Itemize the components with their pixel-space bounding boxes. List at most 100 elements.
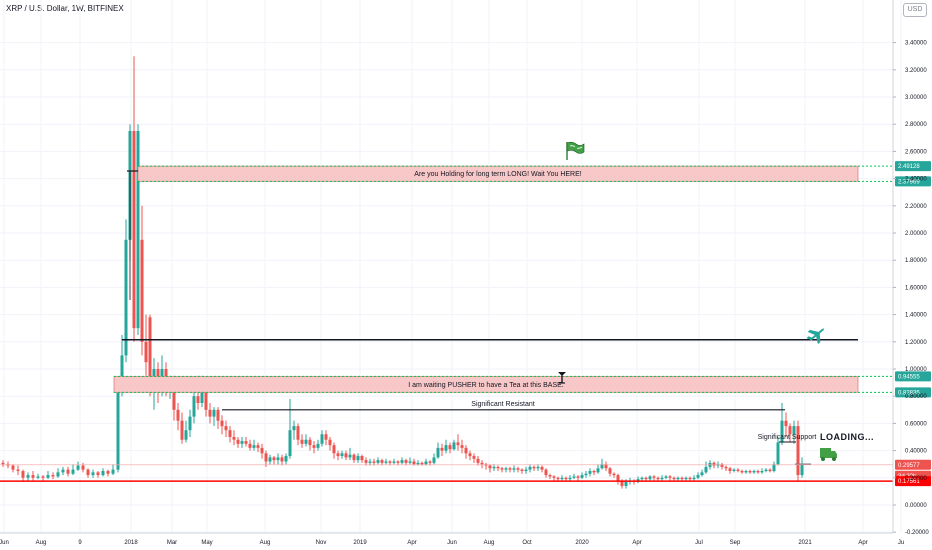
candle-body: [536, 466, 540, 469]
candle-body: [216, 409, 220, 421]
candle-body: [556, 477, 560, 480]
ytick-label: 0.80000: [905, 394, 927, 400]
candle: [101, 468, 105, 477]
candle-body: [640, 477, 644, 480]
candle-body: [644, 477, 648, 480]
candle-body: [600, 464, 604, 469]
candle: [516, 466, 520, 473]
candle-body: [548, 475, 552, 477]
candle: [528, 464, 532, 473]
truck-icon-wheel-front: [832, 457, 836, 461]
candle: [111, 464, 115, 476]
ytick-label: 3.40000: [905, 41, 927, 47]
ytick-label: 1.20000: [905, 340, 927, 346]
tag-zone-top-lower: 2.37969: [895, 176, 931, 187]
candle-body: [120, 355, 124, 390]
candle: [784, 412, 788, 437]
tea-marker-icon: [558, 372, 566, 384]
candle-body: [460, 445, 464, 448]
candle: [71, 464, 75, 476]
candle-body: [244, 441, 248, 444]
candle-body: [680, 477, 684, 480]
significant-resistant-label: Significant Resistant: [471, 401, 534, 408]
candle-body: [180, 420, 184, 440]
candle: [176, 403, 180, 431]
candle: [392, 458, 396, 465]
candle: [352, 453, 356, 463]
tag-zone-mid-upper-text: 0.94555: [898, 374, 920, 380]
candle-body: [16, 469, 20, 471]
candle: [600, 458, 604, 470]
candle: [512, 465, 516, 473]
candle: [484, 462, 488, 470]
candle-body: [768, 469, 772, 471]
xtick-label: Jun: [0, 540, 9, 546]
candle-body: [480, 462, 484, 465]
candle-body: [500, 468, 504, 470]
ytick-label: 2.80000: [905, 122, 927, 128]
candle-body: [144, 341, 148, 363]
currency-button[interactable]: USD: [903, 3, 927, 17]
candle: [500, 466, 504, 473]
candle-body: [744, 471, 748, 473]
tag-zone-mid-lower: 0.82835: [895, 387, 931, 398]
zone-top-label: Are you Holding for long term LONG! Wait…: [414, 171, 581, 178]
candle-body: [252, 445, 256, 448]
candle-body: [448, 445, 452, 450]
candle: [372, 458, 376, 466]
ytick-label: 2.40000: [905, 177, 927, 183]
candle-body: [580, 475, 584, 478]
candle: [476, 456, 480, 466]
candle-body: [540, 466, 544, 470]
candle: [356, 453, 360, 463]
candle-body: [468, 453, 472, 457]
xtick-label: Nov: [316, 540, 327, 546]
candle-body: [676, 477, 680, 480]
candle-body: [732, 469, 736, 471]
tag-red-line: 0.17561: [895, 476, 931, 487]
candle-body: [780, 420, 784, 443]
candle: [572, 473, 576, 480]
candle-body: [316, 443, 320, 448]
candle: [760, 468, 764, 474]
candle: [180, 412, 184, 444]
candle-body: [684, 477, 688, 480]
candle: [692, 475, 696, 481]
zone-mid-label: I am waiting PUSHER to have a Tea at thi…: [408, 382, 564, 389]
candle: [444, 439, 448, 454]
candle-body: [81, 465, 85, 470]
candle: [360, 454, 364, 463]
candle-body: [528, 466, 532, 470]
candle: [684, 476, 688, 481]
tag-zone-top-lower-bg: [895, 176, 931, 187]
candle-body: [300, 439, 304, 444]
candle-body: [400, 460, 404, 463]
candle: [61, 466, 65, 476]
candle: [592, 469, 596, 476]
candle-body: [472, 456, 476, 459]
candle: [672, 476, 676, 481]
candle-body: [524, 469, 528, 471]
candle-body: [344, 453, 348, 458]
candle-body: [576, 476, 580, 478]
candle: [252, 439, 256, 451]
candle: [132, 56, 136, 342]
annotations: Are you Holding for long term LONG! Wait…: [0, 141, 931, 487]
candle-body: [176, 409, 180, 421]
candle-body: [101, 471, 105, 476]
tag-zone-mid-upper: 0.94555: [895, 371, 931, 382]
ytick-label: 2.20000: [905, 204, 927, 210]
xtick-label: May: [201, 540, 212, 546]
candle-body: [592, 471, 596, 473]
candle: [768, 468, 772, 473]
candle-body: [668, 476, 672, 478]
candle-body: [136, 131, 140, 329]
candle-body: [76, 465, 80, 470]
ytick-label: 3.20000: [905, 68, 927, 74]
xtick-label: Jul: [695, 540, 703, 546]
tag-current-price-text: 0.29577: [898, 463, 920, 469]
candle-body: [516, 468, 520, 470]
candle-body: [724, 466, 728, 469]
candle-body: [692, 477, 696, 480]
